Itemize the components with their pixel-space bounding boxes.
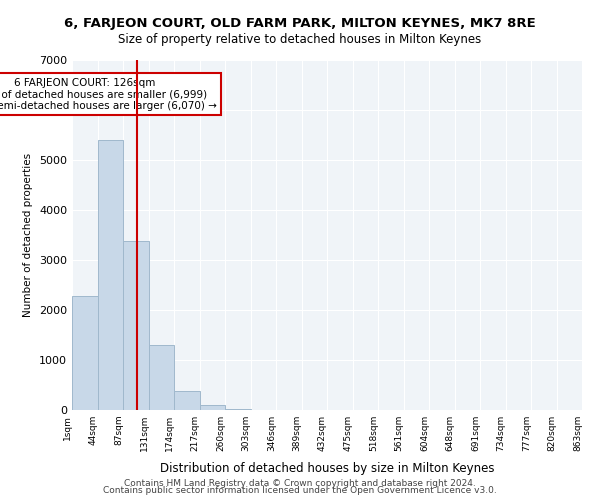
Bar [123,241,149,410]
Bar [174,390,199,410]
Text: 6 FARJEON COURT: 126sqm
← 53% of detached houses are smaller (6,999)
46% of semi: 6 FARJEON COURT: 126sqm ← 53% of detache… [0,78,217,110]
Bar [225,408,251,410]
Text: Size of property relative to detached houses in Milton Keynes: Size of property relative to detached ho… [118,32,482,46]
Y-axis label: Number of detached properties: Number of detached properties [23,153,34,317]
Bar [97,140,123,410]
Bar [72,296,97,410]
Text: Contains HM Land Registry data © Crown copyright and database right 2024.: Contains HM Land Registry data © Crown c… [124,478,476,488]
Bar [199,405,225,410]
Bar [149,344,174,410]
X-axis label: Distribution of detached houses by size in Milton Keynes: Distribution of detached houses by size … [160,462,494,475]
Text: Contains public sector information licensed under the Open Government Licence v3: Contains public sector information licen… [103,486,497,495]
Text: 6, FARJEON COURT, OLD FARM PARK, MILTON KEYNES, MK7 8RE: 6, FARJEON COURT, OLD FARM PARK, MILTON … [64,18,536,30]
